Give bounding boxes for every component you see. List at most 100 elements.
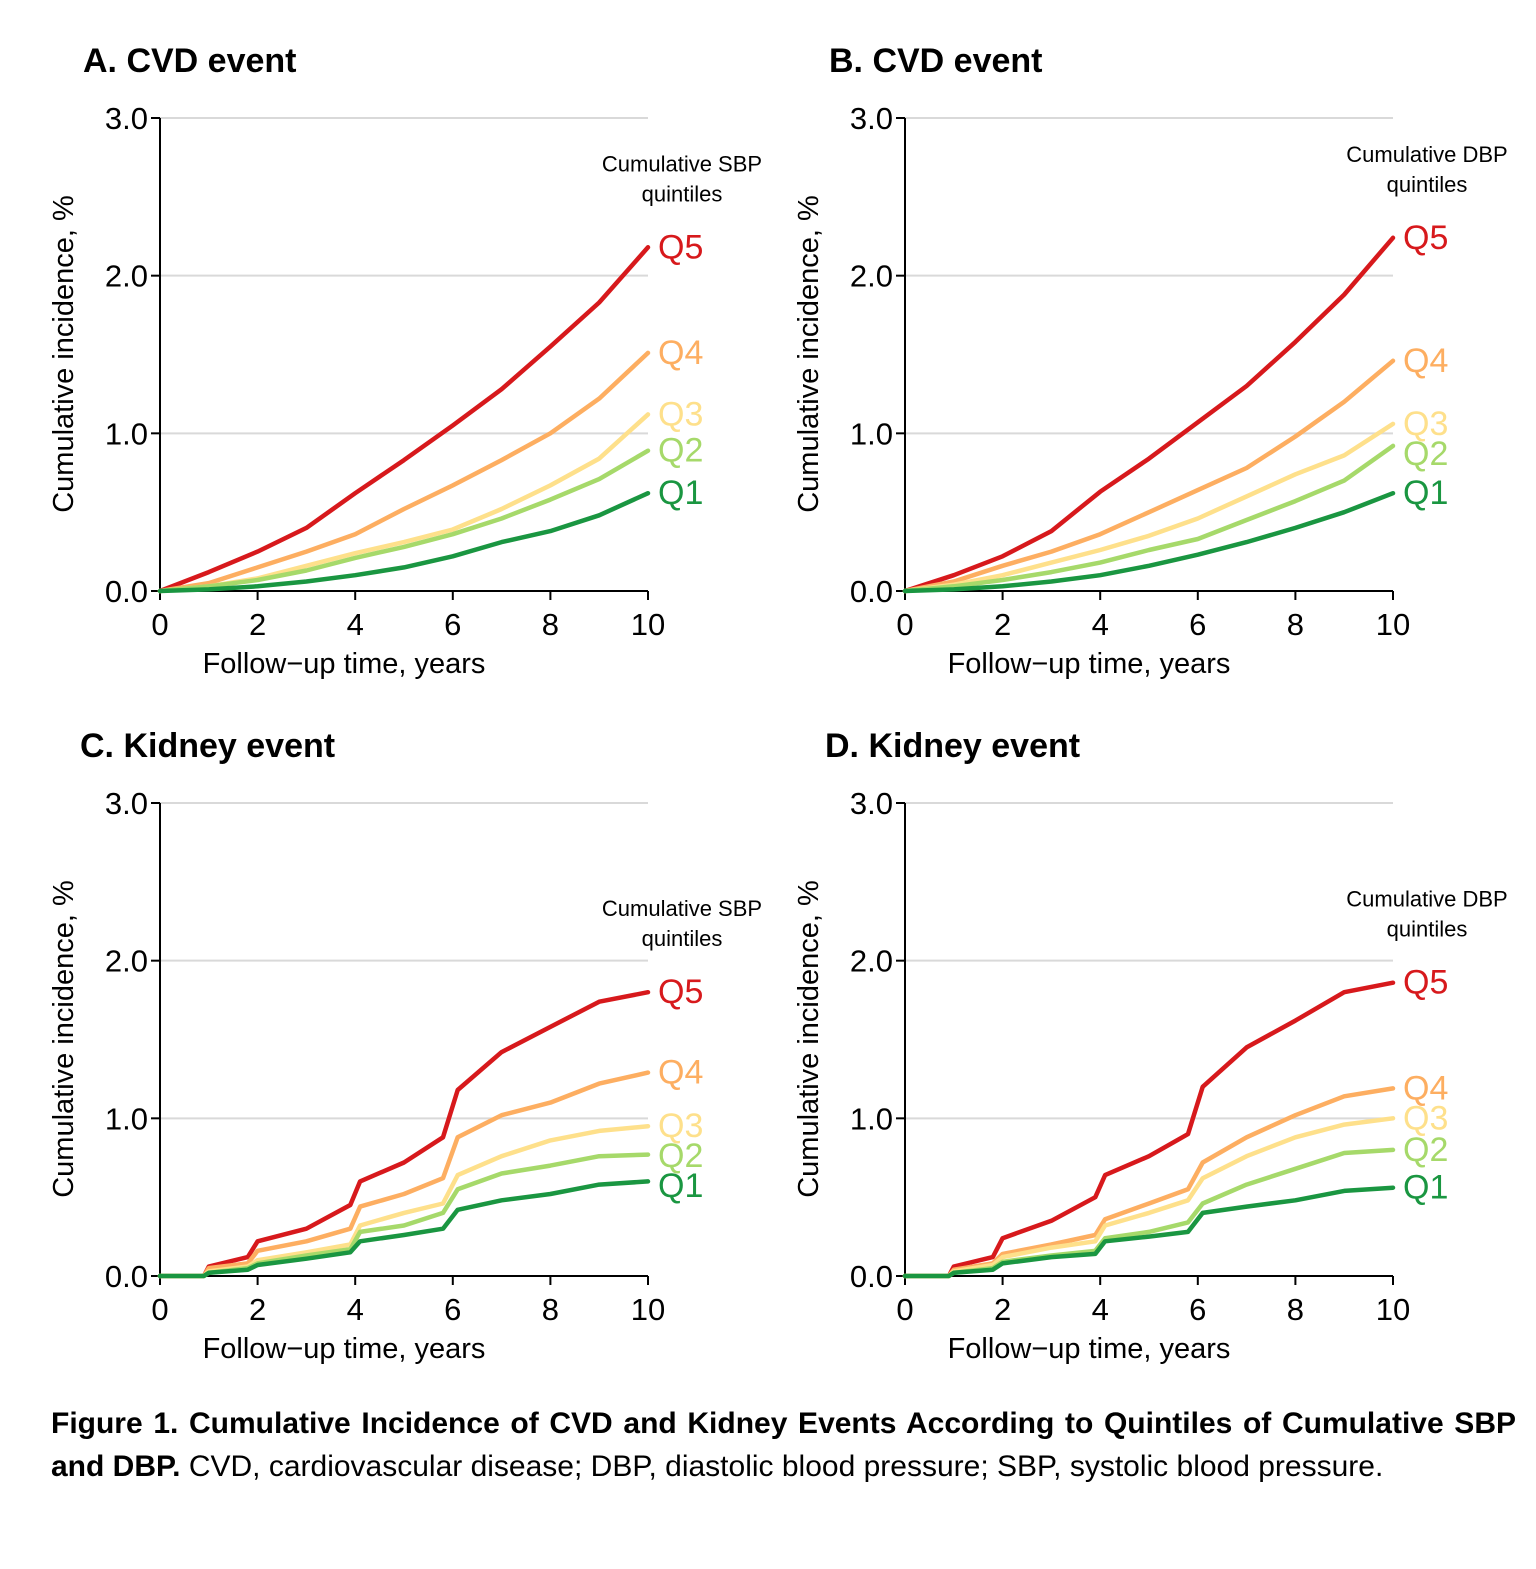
series-line-q5: [157, 989, 651, 1279]
x-tick-label: 8: [542, 607, 559, 642]
x-tick-label: 10: [631, 607, 665, 642]
y-tick-label: 2.0: [105, 259, 148, 294]
x-tick-label: 4: [1092, 607, 1109, 642]
series-line-q2: [157, 1152, 651, 1279]
x-tick-label: 4: [1092, 1292, 1109, 1327]
x-tick-label: 2: [994, 1292, 1011, 1327]
x-tick-label: 0: [896, 607, 913, 642]
y-tick-label: 1.0: [105, 1101, 148, 1136]
series-line-q5: [157, 245, 651, 594]
legend-title: quintiles: [1387, 172, 1468, 197]
series-line-q5: [902, 980, 1396, 1279]
x-tick-label: 8: [1287, 607, 1304, 642]
series-end-label: Q2: [658, 432, 703, 470]
panel-title: C. Kidney event: [80, 727, 335, 765]
panel-title: D. Kidney event: [825, 727, 1080, 765]
x-tick-label: 10: [1376, 1292, 1410, 1327]
y-tick-label: 0.0: [850, 1259, 893, 1294]
x-tick-label: 0: [151, 1292, 168, 1327]
series-line-q1: [157, 1179, 651, 1279]
series-line-q1: [902, 490, 1396, 594]
x-tick-label: 10: [631, 1292, 665, 1327]
y-tick-label: 2.0: [850, 944, 893, 979]
x-tick-label: 6: [1189, 1292, 1206, 1327]
series-end-label: Q2: [658, 1137, 703, 1175]
x-axis-label: Follow−up time, years: [203, 1333, 486, 1365]
legend-title: quintiles: [642, 181, 723, 206]
series-line-q1: [157, 490, 651, 594]
y-axis-label: Cumulative incidence, %: [793, 195, 825, 513]
series-line-q3: [157, 412, 651, 594]
series-end-label: Q1: [1403, 474, 1448, 512]
series-line-q4: [902, 358, 1396, 594]
x-tick-label: 4: [347, 607, 364, 642]
series-line-q2: [157, 448, 651, 594]
x-tick-label: 6: [444, 607, 461, 642]
series-end-label: Q1: [658, 474, 703, 512]
series-end-label: Q5: [1403, 964, 1448, 1002]
y-tick-label: 3.0: [105, 786, 148, 821]
panel-c: C. Kidney event 0.0 1.0 2.0 3.0 0 2 4 6 8 10 Follow…: [48, 727, 762, 1365]
x-tick-label: 0: [896, 1292, 913, 1327]
series-end-label: Q4: [1403, 1069, 1448, 1107]
panel-title: A. CVD event: [83, 42, 297, 80]
series-line-q3: [157, 1123, 651, 1279]
series-line-q4: [157, 350, 651, 594]
y-axis-label: Cumulative incidence, %: [48, 195, 80, 513]
series-line-q3: [902, 421, 1396, 594]
series-end-label: Q5: [658, 228, 703, 266]
x-tick-label: 6: [444, 1292, 461, 1327]
legend-title: Cumulative SBP: [602, 896, 762, 921]
series-end-label: Q3: [658, 1107, 703, 1145]
legend-title: Cumulative SBP: [602, 151, 762, 176]
panel-b: B. CVD event 0.0 1.0 2.0 3.0 0 2 4 6 8 10 Follow−up…: [793, 42, 1508, 680]
series-end-label: Q3: [658, 395, 703, 433]
x-axis-label: Follow−up time, years: [948, 1333, 1231, 1365]
caption-bold: Figure 1. Cumulative Incidence of CVD an…: [51, 1407, 1516, 1483]
legend-title: quintiles: [642, 926, 723, 951]
x-tick-label: 10: [1376, 607, 1410, 642]
y-tick-label: 0.0: [105, 1259, 148, 1294]
y-axis-label: Cumulative incidence, %: [48, 880, 80, 1198]
y-axis-label: Cumulative incidence, %: [793, 880, 825, 1198]
series-end-label: Q2: [1403, 1131, 1448, 1169]
x-tick-label: 2: [249, 1292, 266, 1327]
series-line-q5: [902, 235, 1396, 594]
series-line-q2: [902, 443, 1396, 594]
series-end-label: Q5: [658, 973, 703, 1011]
series-end-label: Q3: [1403, 405, 1448, 443]
series-line-q4: [157, 1070, 651, 1279]
y-tick-label: 0.0: [850, 574, 893, 609]
y-tick-label: 1.0: [105, 416, 148, 451]
series-end-label: Q1: [1403, 1169, 1448, 1207]
figure-caption: Figure 1. Cumulative Incidence of CVD an…: [51, 1402, 1516, 1488]
y-tick-label: 0.0: [105, 574, 148, 609]
y-tick-label: 2.0: [850, 259, 893, 294]
series-end-label: Q4: [658, 1054, 703, 1092]
x-tick-label: 8: [542, 1292, 559, 1327]
panel-title: B. CVD event: [829, 42, 1043, 80]
panel-d: D. Kidney event 0.0 1.0 2.0 3.0 0 2 4 6 8 10 Follow…: [793, 727, 1508, 1365]
series-line-q1: [902, 1185, 1396, 1279]
legend-title: quintiles: [1387, 917, 1468, 942]
y-tick-label: 3.0: [850, 101, 893, 136]
y-tick-label: 3.0: [105, 101, 148, 136]
series-end-label: Q2: [1403, 435, 1448, 473]
legend-title: Cumulative DBP: [1346, 142, 1507, 167]
series-line-q4: [902, 1086, 1396, 1279]
x-tick-label: 2: [994, 607, 1011, 642]
x-tick-label: 6: [1189, 607, 1206, 642]
x-tick-label: 2: [249, 607, 266, 642]
series-end-label: Q5: [1403, 219, 1448, 257]
y-tick-label: 2.0: [105, 944, 148, 979]
x-tick-label: 0: [151, 607, 168, 642]
series-end-label: Q3: [1403, 1099, 1448, 1137]
caption-text: CVD, cardiovascular disease; DBP, diasto…: [180, 1450, 1384, 1483]
x-tick-label: 8: [1287, 1292, 1304, 1327]
series-end-label: Q4: [1403, 342, 1448, 380]
series-end-label: Q1: [658, 1167, 703, 1205]
series-end-label: Q4: [658, 334, 703, 372]
x-tick-label: 4: [347, 1292, 364, 1327]
panel-a: A. CVD event 0.0 1.0 2.0 3.0 0 2 4 6 8 10 Follow−up…: [48, 42, 762, 680]
x-axis-label: Follow−up time, years: [203, 648, 486, 680]
